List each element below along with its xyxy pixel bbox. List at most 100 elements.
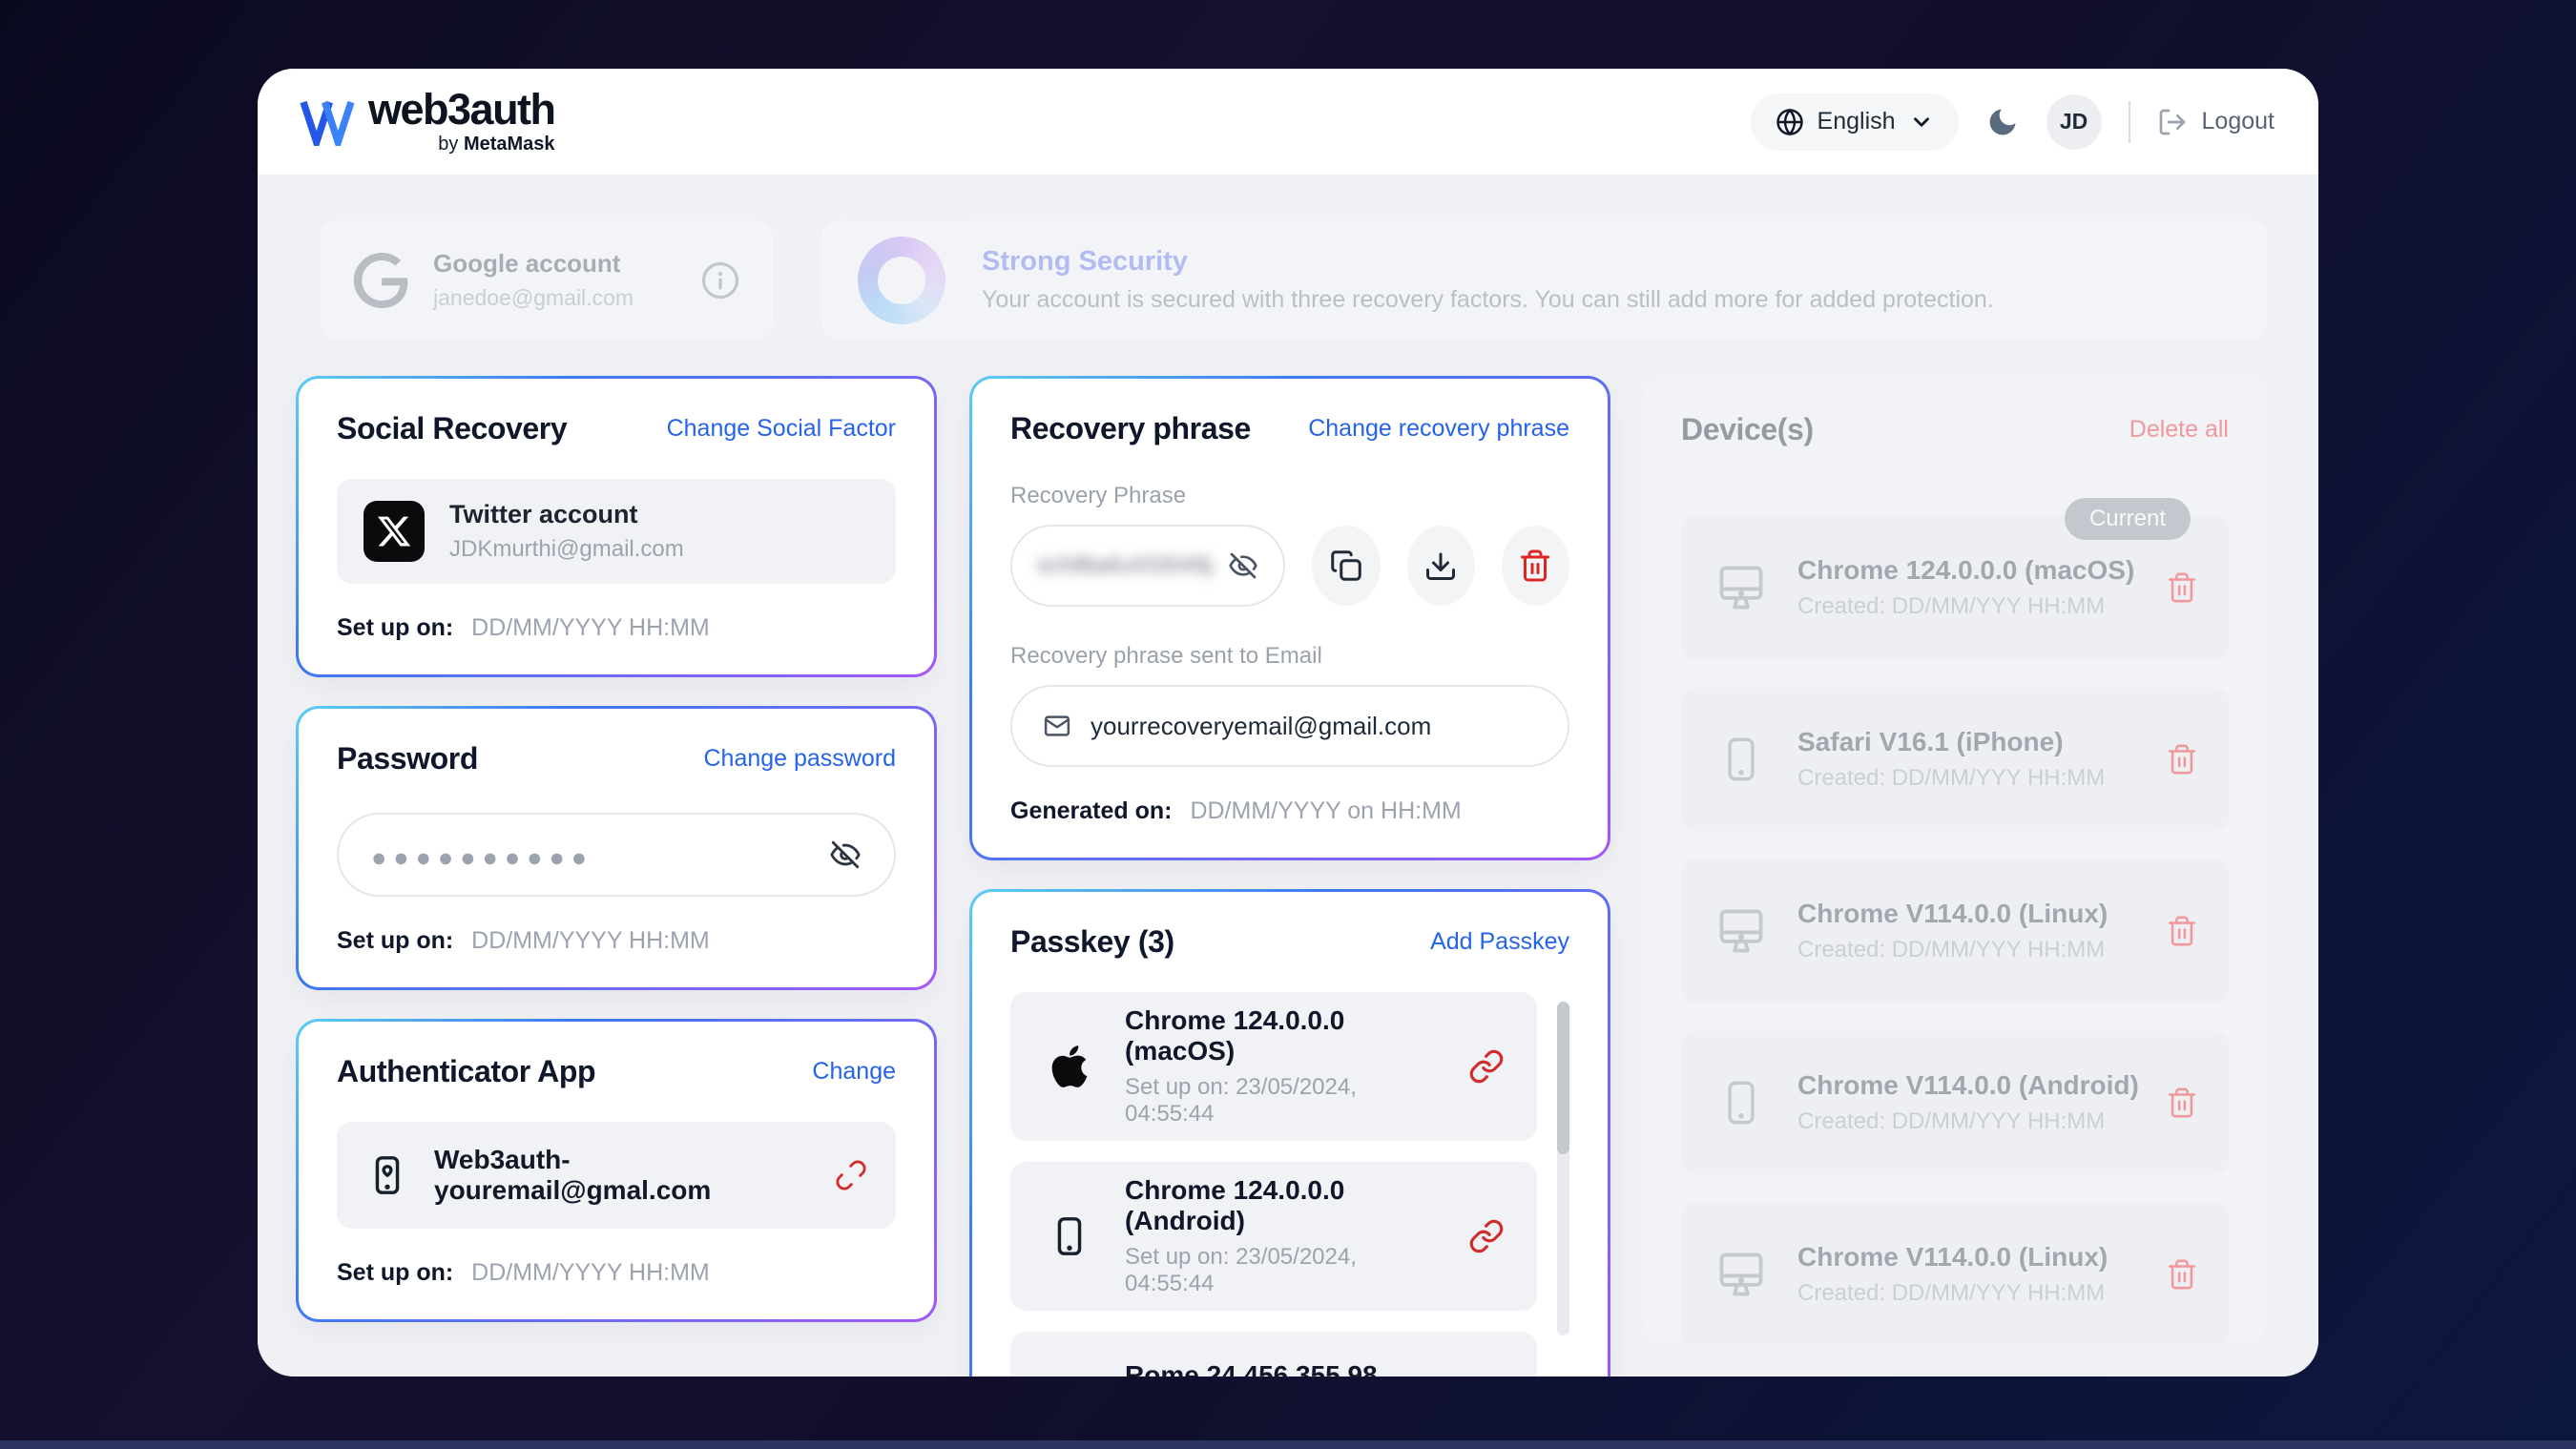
authenticator-account-label: Web3auth-youremail@gmal.com [434, 1145, 712, 1205]
authenticator-tile: Web3auth-youremail@gmal.com [337, 1122, 896, 1229]
twitter-account-tile: Twitter account JDKmurthi@gmail.com [337, 479, 896, 584]
device-row: Current Chrome 124.0.0.0 (macOS) Created… [1681, 498, 2229, 659]
header-actions: English JD Logout [1750, 93, 2275, 151]
delete-all-devices-link[interactable]: Delete all [2129, 416, 2229, 443]
passkey-scrollbar-track[interactable] [1557, 1002, 1569, 1335]
password-masked-value: ●●●●●●●●●● [371, 842, 594, 872]
devices-panel: Device(s) Delete all Current [1643, 376, 2267, 1346]
header-divider [2128, 100, 2130, 143]
recovery-email-label: Recovery phrase sent to Email [1010, 643, 1322, 669]
security-status-banner: Strong Security Your account is secured … [821, 220, 2267, 340]
logo-brand-text: web3auth [368, 85, 556, 134]
delete-device-icon[interactable] [2166, 915, 2198, 947]
change-authenticator-link[interactable]: Change [812, 1058, 896, 1085]
passkey-title: Passkey (3) [1010, 924, 1174, 959]
recovery-phrase-label: Recovery Phrase [1010, 483, 1187, 508]
recovery-email-value: yourrecoveryemail@gmail.com [1091, 711, 1432, 740]
logo-byline: by MetaMask [438, 134, 555, 155]
passkey-scrollbar-thumb[interactable] [1557, 1002, 1569, 1154]
add-passkey-link[interactable]: Add Passkey [1430, 928, 1569, 955]
unlink-passkey-icon[interactable] [1468, 1218, 1505, 1254]
user-avatar[interactable]: JD [2046, 93, 2102, 150]
language-label: English [1817, 108, 1896, 135]
web3auth-logo: web3auth by MetaMask [300, 85, 556, 155]
authenticator-setup-line: Set up on: DD/MM/YYYY HH:MM [337, 1259, 710, 1286]
recovery-phrase-card: Recovery phrase Change recovery phrase R… [969, 376, 1610, 860]
unlink-passkey-icon[interactable] [1468, 1048, 1505, 1085]
eye-off-icon[interactable] [829, 838, 862, 871]
device-row: Chrome V114.0.0 (Android) Created: DD/MM… [1681, 1031, 2229, 1174]
google-account-banner: Google account janedoe@gmail.com [321, 220, 773, 340]
twitter-account-title: Twitter account [449, 500, 638, 528]
desktop-icon [1712, 903, 1771, 959]
copy-icon [1331, 550, 1361, 581]
delete-device-icon[interactable] [2166, 1258, 2198, 1291]
twitter-account-email: JDKmurthi@gmail.com [449, 536, 684, 562]
passkey-card: Passkey (3) Add Passkey Chrome 124.0.0 [969, 889, 1610, 1377]
change-recovery-phrase-link[interactable]: Change recovery phrase [1308, 415, 1569, 442]
recovery-phrase-title: Recovery phrase [1010, 411, 1251, 445]
x-twitter-icon [364, 501, 425, 562]
change-social-factor-link[interactable]: Change Social Factor [666, 415, 896, 442]
passkey-row-rome: Rome 24.456.355.98 Set up on: 23/05/2024… [1010, 1332, 1537, 1377]
app-header: web3auth by MetaMask English [258, 69, 2318, 176]
password-card: Password Change password ●●●●●●●●●● Set … [296, 706, 937, 990]
moon-icon [1989, 109, 2016, 135]
devices-title: Device(s) [1681, 412, 1814, 446]
password-field[interactable]: ●●●●●●●●●● [337, 813, 896, 897]
recovery-phrase-field[interactable]: sch8bafu433049j... [1010, 525, 1286, 607]
passkey-list: Chrome 124.0.0.0 (macOS) Set up on: 23/0… [1010, 992, 1569, 1377]
password-title: Password [337, 741, 478, 776]
info-icon[interactable] [700, 260, 740, 300]
main-content: Google account janedoe@gmail.com Strong … [258, 176, 2318, 1377]
unlink-authenticator-icon[interactable] [835, 1159, 867, 1191]
language-selector[interactable]: English [1750, 93, 1959, 151]
social-setup-line: Set up on: DD/MM/YYYY HH:MM [337, 614, 710, 641]
trash-icon [1521, 549, 1550, 582]
device-row: Safari V16.1 (iPhone) Created: DD/MM/YYY… [1681, 688, 2229, 831]
device-row: Chrome V114.0.0 (Linux) Created: DD/MM/Y… [1681, 859, 2229, 1003]
app-window: web3auth by MetaMask English [258, 69, 2318, 1377]
mobile-authenticator-icon [365, 1153, 409, 1197]
copy-phrase-button[interactable] [1312, 526, 1381, 606]
social-recovery-title: Social Recovery [337, 411, 568, 445]
desktop-icon [1712, 1247, 1771, 1302]
passkey-row-macos: Chrome 124.0.0.0 (macOS) Set up on: 23/0… [1010, 992, 1537, 1141]
smartphone-icon [1712, 735, 1771, 784]
device-row: Chrome V114.0.0 (Linux) Created: DD/MM/Y… [1681, 1203, 2229, 1346]
delete-device-icon[interactable] [2166, 1087, 2198, 1119]
security-ring-icon [858, 236, 945, 324]
change-password-link[interactable]: Change password [703, 745, 896, 772]
authenticator-card: Authenticator App Change Web3auth-yourem… [296, 1019, 937, 1322]
social-recovery-card: Social Recovery Change Social Factor Twi… [296, 376, 937, 677]
logout-label: Logout [2201, 108, 2275, 135]
delete-device-icon[interactable] [2166, 571, 2198, 604]
download-icon [1426, 552, 1456, 580]
desktop-icon [1712, 560, 1771, 615]
smartphone-icon [1043, 1214, 1096, 1258]
delete-phrase-button[interactable] [1501, 526, 1569, 606]
generated-line: Generated on: DD/MM/YYYY on HH:MM [1010, 797, 1462, 824]
globe-icon [1776, 108, 1803, 135]
passkey-row-android: Chrome 124.0.0.0 (Android) Set up on: 23… [1010, 1162, 1537, 1311]
recovery-phrase-hidden-value: sch8bafu433049j... [1037, 552, 1218, 578]
apple-icon [1043, 1043, 1096, 1090]
logout-button[interactable]: Logout [2157, 107, 2275, 137]
google-account-email: janedoe@gmail.com [433, 285, 634, 310]
google-icon [353, 252, 408, 308]
recovery-email-field[interactable]: yourrecoveryemail@gmail.com [1010, 685, 1569, 767]
google-account-title: Google account [433, 249, 621, 278]
download-phrase-button[interactable] [1406, 526, 1475, 606]
chevron-down-icon [1913, 116, 1929, 127]
smartphone-icon [1712, 1078, 1771, 1128]
eye-off-icon[interactable] [1228, 550, 1258, 581]
screen-bottom-edge [0, 1440, 2576, 1449]
logout-icon [2159, 109, 2185, 135]
authenticator-title: Authenticator App [337, 1054, 596, 1088]
web3auth-logo-icon [300, 100, 355, 146]
dark-mode-toggle[interactable] [1985, 105, 2020, 139]
password-setup-line: Set up on: DD/MM/YYYY HH:MM [337, 927, 710, 954]
current-device-badge: Current [2064, 498, 2191, 540]
security-banner-description: Your account is secured with three recov… [982, 286, 1994, 313]
delete-device-icon[interactable] [2166, 743, 2198, 776]
